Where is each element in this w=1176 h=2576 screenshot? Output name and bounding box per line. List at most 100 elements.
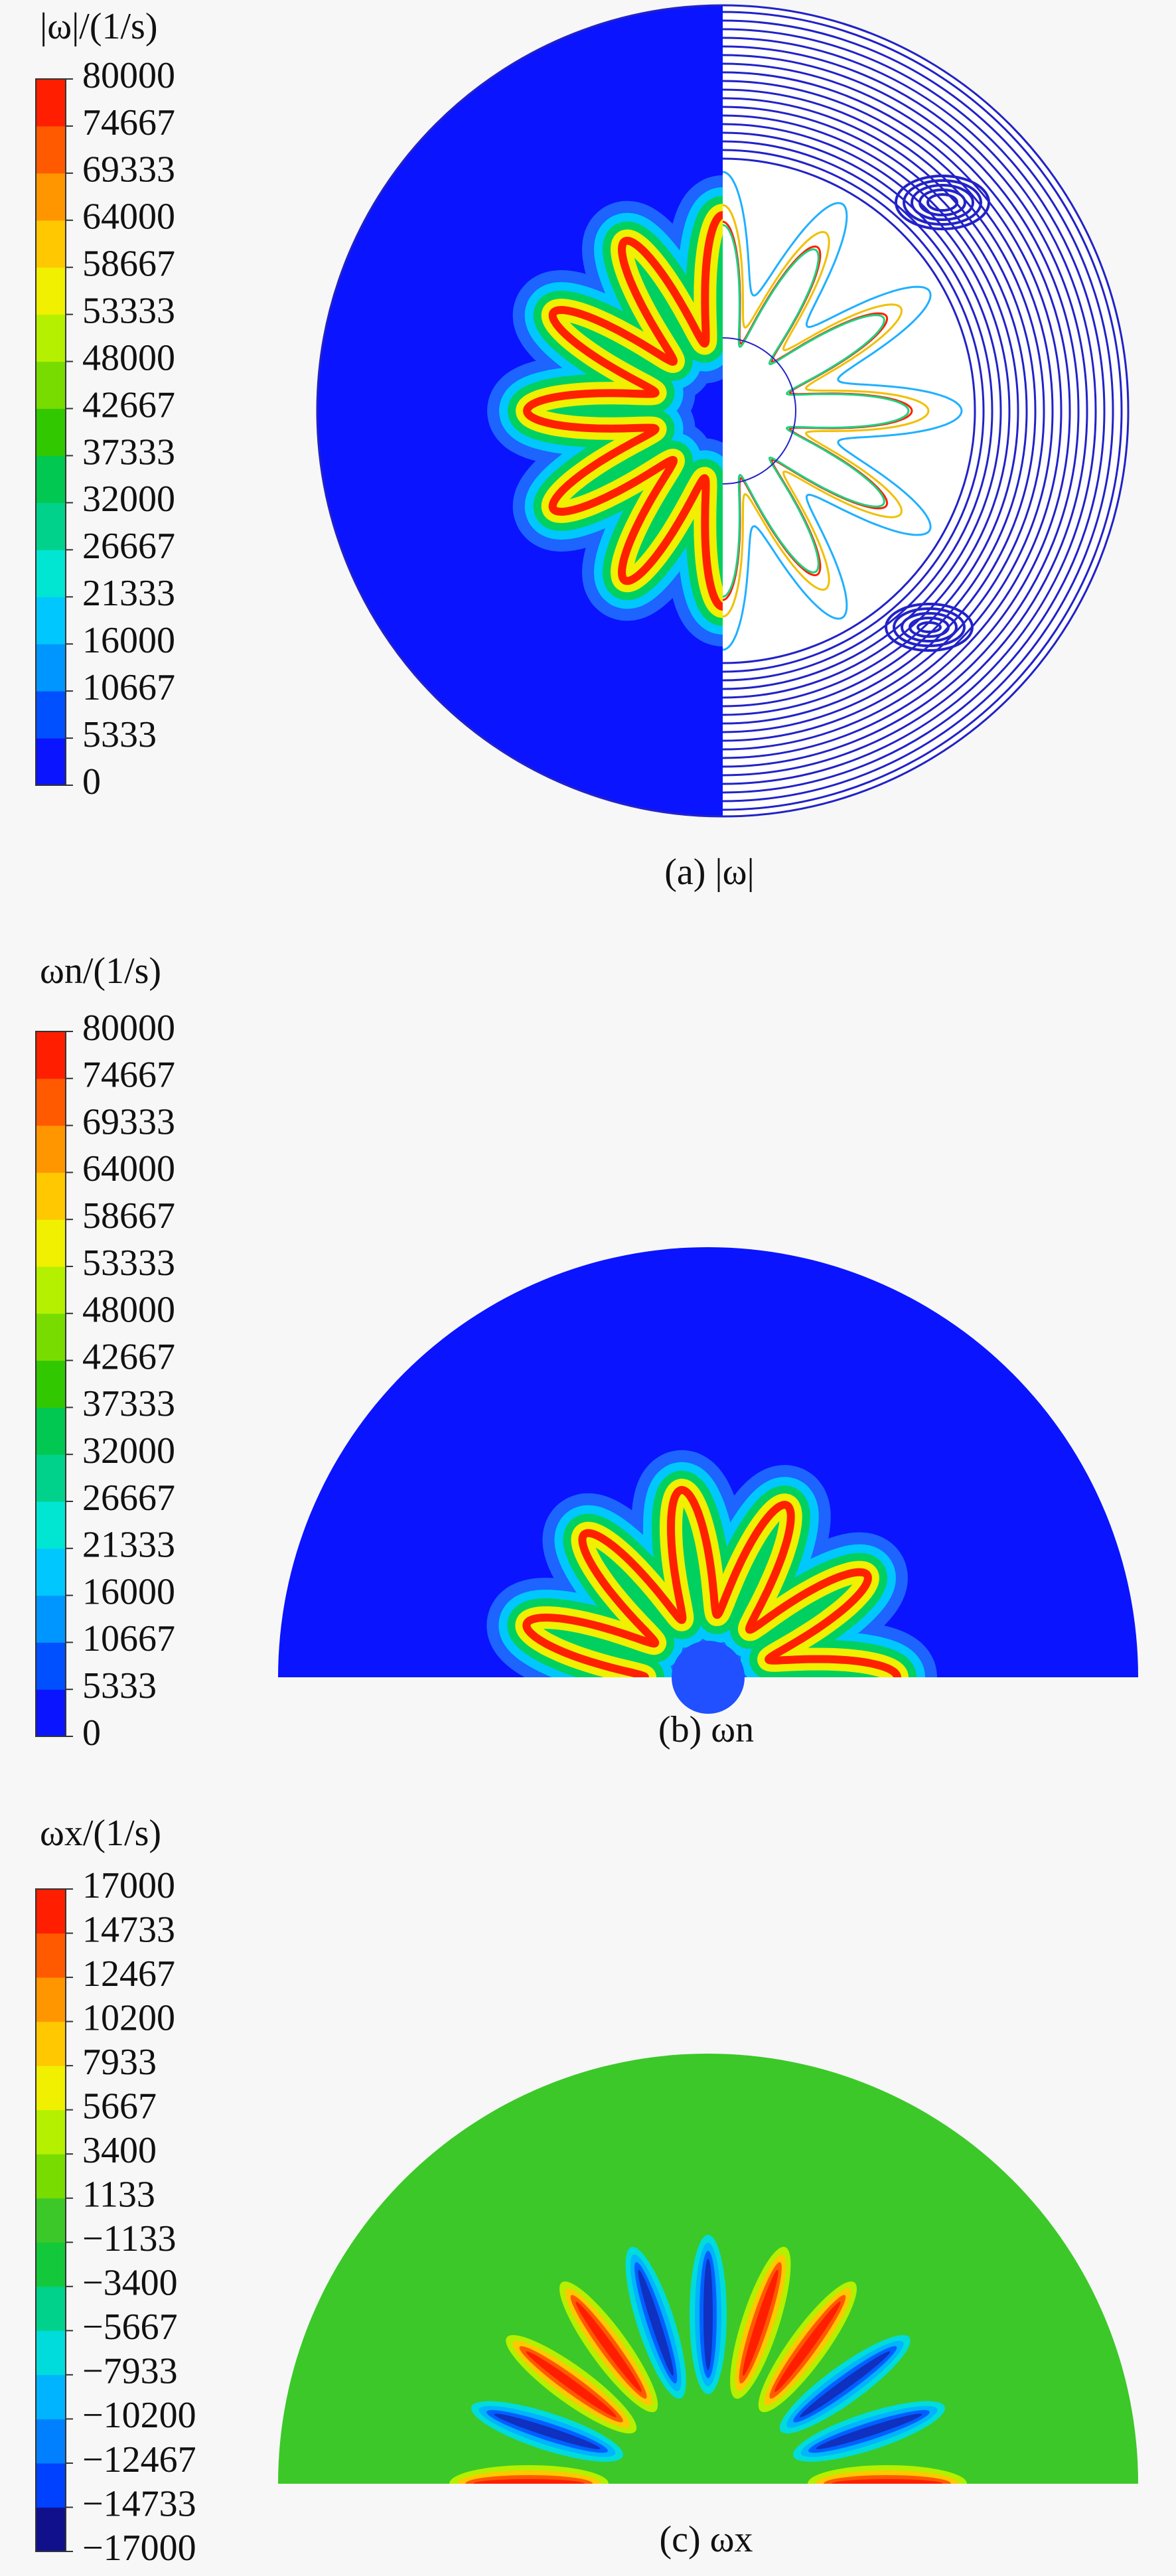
colorbar-tick-label: −1133 bbox=[82, 2218, 177, 2259]
colorbar-band bbox=[36, 1125, 66, 1173]
vortex-blob bbox=[559, 2281, 658, 2413]
colorbar-band bbox=[36, 1313, 66, 1361]
colorbar-tick-label: 48000 bbox=[82, 1290, 175, 1331]
colorbar-band bbox=[36, 455, 66, 503]
caption: (b) ωn bbox=[658, 1709, 754, 1750]
streamline bbox=[723, 11, 1123, 811]
colorbar-band bbox=[36, 2419, 66, 2464]
vortex-loop bbox=[926, 193, 958, 212]
caption: (a) |ω| bbox=[664, 852, 754, 893]
vortex-blob bbox=[506, 2335, 637, 2434]
vortex-layer bbox=[494, 2413, 601, 2449]
colorbar-tick-label: −14733 bbox=[82, 2483, 196, 2524]
streamline bbox=[723, 204, 930, 618]
streamline bbox=[723, 140, 993, 682]
colorbar-band bbox=[36, 1595, 66, 1643]
vortex-loop bbox=[919, 189, 966, 216]
colorbar-tick-label: −12467 bbox=[82, 2439, 196, 2480]
colorbar-band bbox=[36, 2154, 66, 2199]
streamline bbox=[723, 80, 1054, 742]
colorbar-tick-label: −7933 bbox=[82, 2351, 178, 2392]
streamline bbox=[723, 171, 963, 651]
colorbar-tick-label: 32000 bbox=[82, 479, 175, 520]
colorbar-band bbox=[36, 361, 66, 410]
colorbar-tick-label: 53333 bbox=[82, 1243, 175, 1284]
vortex-loop bbox=[895, 175, 990, 230]
vortex-blob bbox=[449, 2465, 609, 2484]
streamline bbox=[723, 220, 913, 601]
vortex-ring bbox=[486, 1450, 937, 1677]
colorbar-band bbox=[36, 1078, 66, 1126]
streamline bbox=[723, 106, 1028, 716]
vortex-ring bbox=[487, 175, 723, 646]
colorbar-tick-label: 58667 bbox=[82, 244, 175, 285]
colorbar-tick-label: 80000 bbox=[82, 55, 175, 96]
field-right bbox=[723, 5, 1128, 816]
vortex-layer bbox=[703, 2259, 713, 2370]
streamline bbox=[723, 157, 976, 664]
colorbar-band bbox=[36, 408, 66, 456]
colorbar-band bbox=[36, 1407, 66, 1455]
colorbar-tick-label: 12467 bbox=[82, 1953, 175, 1995]
colorbar-tick-label: −10200 bbox=[82, 2395, 196, 2436]
streamline bbox=[723, 123, 1011, 699]
streamline bbox=[723, 62, 1071, 759]
streamlines bbox=[723, 11, 1123, 811]
colorbar-tick-label: 10200 bbox=[82, 1997, 175, 2038]
colorbar-tick-label: 16000 bbox=[82, 1571, 175, 1612]
vortex-loop bbox=[893, 607, 966, 647]
colorbar-band bbox=[36, 79, 66, 127]
vortex-layer bbox=[832, 2479, 943, 2484]
colorbar-tick-label: −5667 bbox=[82, 2307, 178, 2348]
colorbar-band bbox=[36, 314, 66, 362]
outline bbox=[316, 4, 1130, 818]
vortex-band bbox=[522, 1485, 901, 1677]
vortex-band bbox=[523, 211, 723, 611]
vortex-loop bbox=[917, 621, 942, 633]
vortex-layer bbox=[816, 2413, 922, 2449]
streamline bbox=[723, 149, 985, 673]
vortex-layer bbox=[774, 2301, 841, 2392]
vortex-layer bbox=[526, 2351, 617, 2417]
colorbar-band bbox=[36, 2021, 66, 2066]
colorbar-tick-label: 80000 bbox=[82, 1008, 175, 1049]
colorbar-frame bbox=[35, 1031, 66, 1737]
colorbar-band bbox=[36, 644, 66, 692]
colorbar-band bbox=[36, 1642, 66, 1690]
colorbar-band bbox=[36, 2507, 66, 2552]
colorbar-band bbox=[36, 1977, 66, 2022]
streamline bbox=[723, 37, 1097, 785]
streamline bbox=[723, 114, 1019, 708]
colorbar-tick-label: 42667 bbox=[82, 1336, 175, 1377]
colorbar-band bbox=[36, 738, 66, 786]
vortex-layer bbox=[575, 2301, 642, 2392]
vortex-loop bbox=[901, 612, 958, 643]
streamline bbox=[723, 97, 1037, 725]
vortex-layer bbox=[473, 2479, 585, 2484]
colorbar-band bbox=[36, 1266, 66, 1314]
streamline bbox=[723, 131, 1002, 690]
colorbar-tick-label: 0 bbox=[82, 761, 101, 802]
vortex-loop bbox=[885, 603, 974, 652]
vortex-ring bbox=[449, 2235, 967, 2484]
colorbar-tick-label: 26667 bbox=[82, 526, 175, 567]
colorbar-tick-label: 5667 bbox=[82, 2086, 157, 2127]
colorbar-tick-label: 74667 bbox=[82, 102, 175, 143]
colorbar-band bbox=[36, 1219, 66, 1267]
colorbar-band bbox=[36, 1933, 66, 1978]
streamline bbox=[723, 224, 910, 598]
colorbar-band bbox=[36, 1548, 66, 1596]
vortex-blob bbox=[779, 2335, 911, 2434]
streamline bbox=[723, 54, 1080, 768]
colorbar-band bbox=[36, 597, 66, 644]
colorbar-band bbox=[36, 1172, 66, 1220]
colorbar-band bbox=[36, 2374, 66, 2419]
vortex-layer bbox=[638, 2269, 674, 2376]
colorbar-tick-label: 16000 bbox=[82, 620, 175, 661]
vortex-layer bbox=[800, 2351, 891, 2417]
colorbar-band bbox=[36, 2286, 66, 2331]
colorbar-tick-label: 21333 bbox=[82, 573, 175, 614]
